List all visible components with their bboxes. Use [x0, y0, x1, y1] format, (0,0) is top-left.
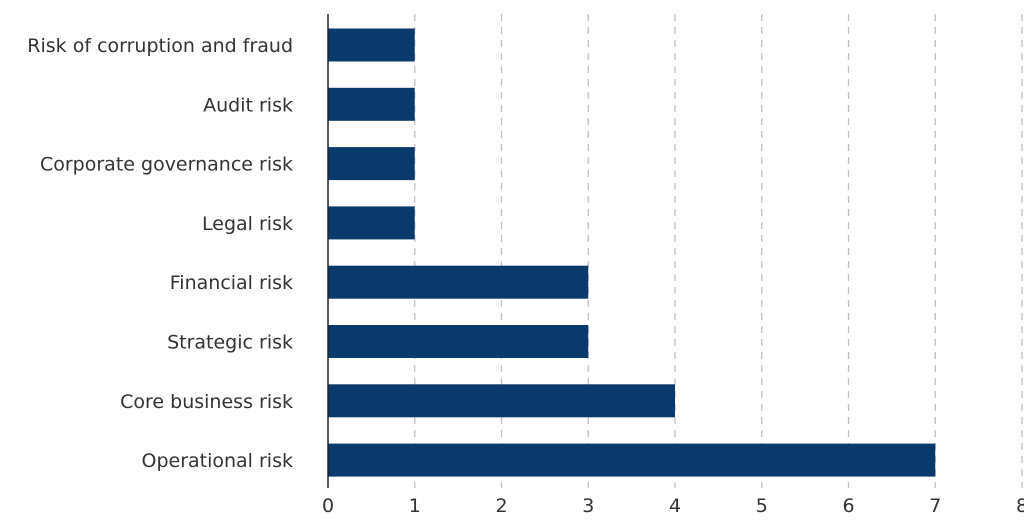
category-label: Financial risk: [170, 272, 293, 294]
category-label: Corporate governance risk: [40, 154, 293, 176]
bar: [328, 265, 589, 299]
bar: [328, 206, 415, 240]
x-tick-label: 1: [409, 495, 421, 517]
bar: [328, 443, 936, 477]
bars: [328, 28, 936, 477]
bar: [328, 28, 415, 62]
bar: [328, 147, 415, 181]
grid-lines: [414, 14, 1023, 488]
category-label: Audit risk: [203, 94, 293, 116]
x-tick-label: 8: [1016, 495, 1024, 517]
x-tick-label: 4: [669, 495, 681, 517]
x-tick-label: 3: [582, 495, 594, 517]
bar: [328, 87, 415, 121]
category-labels: Risk of corruption and fraud Audit risk Co…: [27, 35, 293, 472]
category-label: Operational risk: [141, 450, 293, 472]
category-label: Core business risk: [120, 391, 293, 413]
category-label: Risk of corruption and fraud: [27, 35, 293, 57]
x-tick-label: 7: [929, 495, 941, 517]
bar: [328, 384, 675, 418]
x-tick-label: 0: [322, 495, 334, 517]
x-tick-label: 5: [756, 495, 768, 517]
bar: [328, 325, 589, 358]
category-label: Legal risk: [202, 213, 293, 235]
x-tick-labels: 0 1 2 3 4 5 6 7 8: [322, 495, 1024, 517]
category-label: Strategic risk: [167, 332, 293, 354]
x-tick-label: 6: [842, 495, 854, 517]
x-tick-label: 2: [495, 495, 507, 517]
